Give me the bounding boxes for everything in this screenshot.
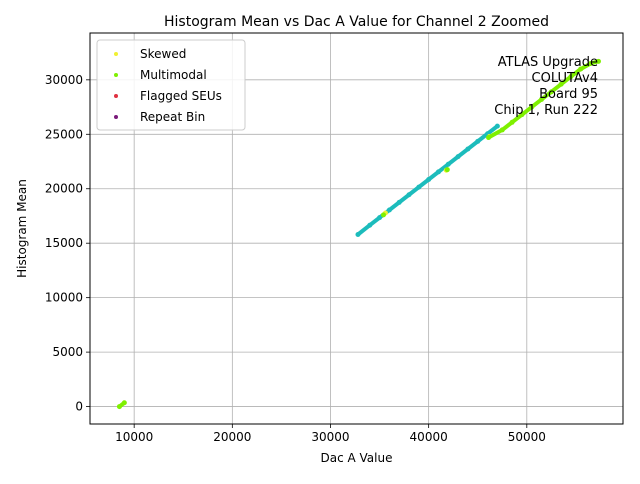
data-point [578, 66, 584, 72]
x-tick-label: 50000 [508, 430, 546, 444]
y-tick-label: 25000 [45, 127, 83, 141]
legend: Skewed Multimodal Flagged SEUs Repeat Bin [96, 39, 246, 131]
x-tick-label: 10000 [115, 430, 153, 444]
data-point [116, 404, 122, 410]
legend-box [96, 39, 246, 131]
series-trace [486, 127, 505, 140]
chart-title: Histogram Mean vs Dac A Value for Channe… [164, 14, 549, 30]
y-axis-label: Histogram Mean [15, 179, 29, 278]
data-point [445, 161, 451, 167]
data-points [116, 58, 601, 410]
legend-marker [114, 73, 118, 77]
legend-marker [114, 94, 118, 98]
axis-ticks: 10000 20000 30000 40000 50000 0 5000 10000 15000… [45, 73, 546, 444]
annotation-line: Chip 1, Run 222 [494, 103, 598, 118]
series-group [116, 58, 601, 410]
data-point [355, 231, 361, 237]
data-point [396, 199, 402, 205]
legend-label: Flagged SEUs [140, 89, 222, 103]
data-point [509, 119, 515, 125]
data-point [367, 222, 373, 228]
data-point [444, 167, 450, 173]
data-point [568, 74, 574, 80]
data-point [435, 169, 441, 175]
data-point [529, 104, 535, 110]
data-point [558, 81, 564, 87]
data-point [519, 112, 525, 118]
annotation-line: ATLAS Upgrade [498, 55, 598, 70]
legend-label: Skewed [140, 47, 186, 61]
legend-marker [114, 115, 118, 119]
data-point [121, 400, 127, 406]
data-point [499, 127, 505, 133]
annotation-line: Board 95 [539, 87, 598, 102]
data-point [416, 184, 422, 190]
data-point [455, 154, 461, 160]
data-point [548, 89, 554, 95]
plot-area-frame [89, 32, 624, 425]
data-point [588, 60, 594, 66]
y-tick-label: 0 [75, 400, 83, 414]
data-point [475, 138, 481, 144]
data-point [465, 146, 471, 152]
legend-label: Multimodal [140, 68, 207, 82]
y-tick-label: 15000 [45, 236, 83, 250]
x-tick-label: 20000 [213, 430, 251, 444]
y-tick-label: 30000 [45, 73, 83, 87]
annotation-line: COLUTAv4 [532, 71, 598, 86]
legend-marker [114, 52, 118, 56]
data-point [386, 207, 392, 213]
data-point [426, 176, 432, 182]
data-point [494, 123, 500, 129]
data-point [377, 215, 383, 221]
data-point [380, 212, 386, 218]
series-group [355, 123, 500, 237]
legend-label: Repeat Bin [140, 110, 205, 124]
data-point [406, 192, 412, 198]
x-tick-label: 40000 [410, 430, 448, 444]
y-tick-label: 5000 [52, 345, 83, 359]
data-point [595, 58, 601, 64]
y-tick-label: 20000 [45, 182, 83, 196]
x-tick-label: 30000 [311, 430, 349, 444]
data-point [486, 135, 492, 141]
y-tick-label: 10000 [45, 291, 83, 305]
x-axis-label: Dac A Value [321, 451, 393, 465]
data-point [539, 96, 545, 102]
